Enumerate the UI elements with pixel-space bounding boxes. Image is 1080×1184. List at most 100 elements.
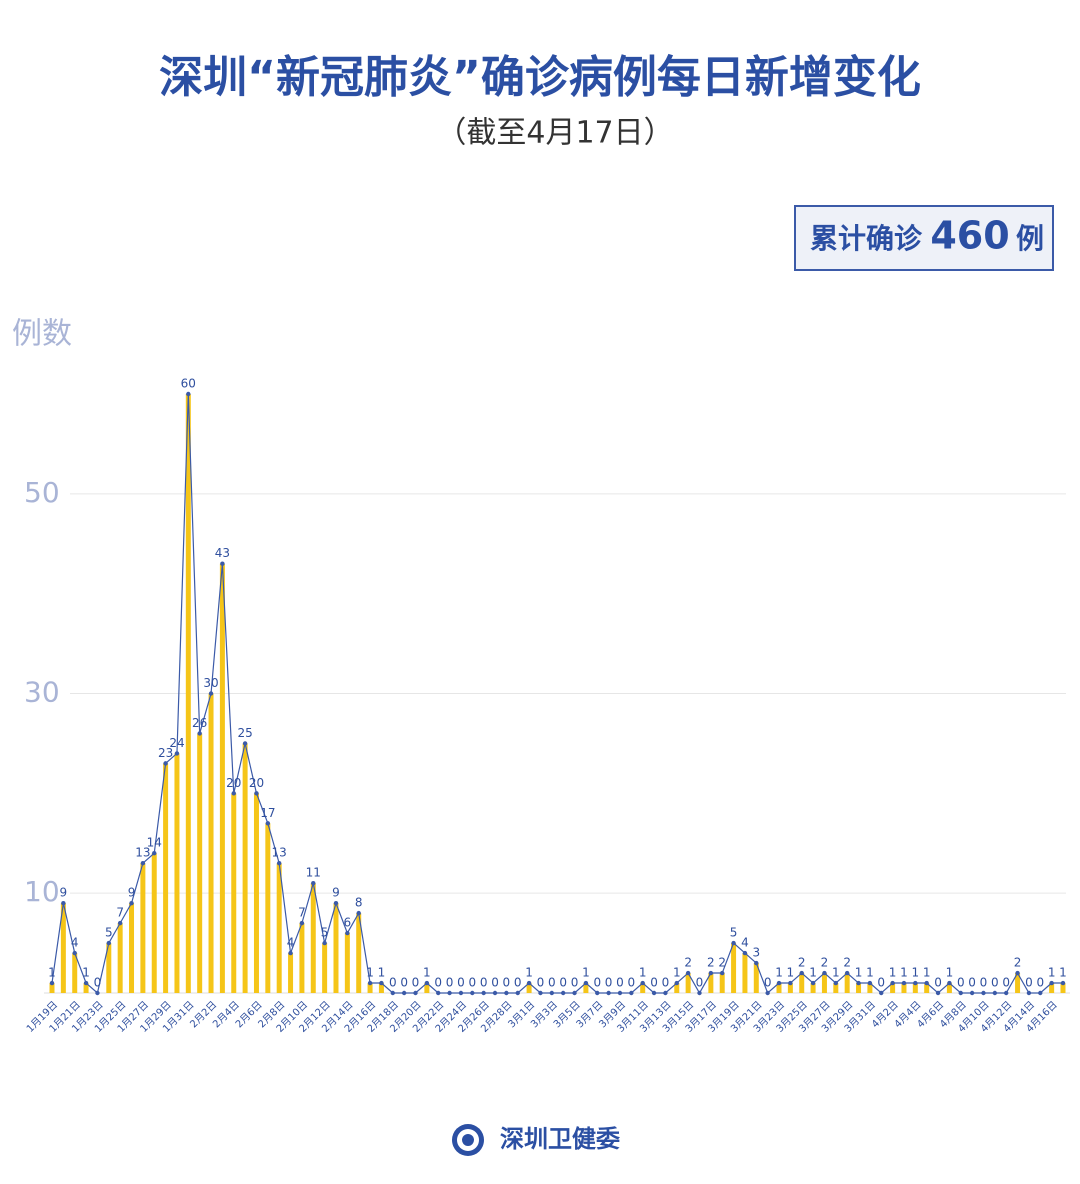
point xyxy=(333,900,339,906)
data-label: 1 xyxy=(525,966,533,980)
data-label: 1 xyxy=(900,966,908,980)
point xyxy=(345,930,350,936)
data-label: 1 xyxy=(787,966,795,980)
data-label: 0 xyxy=(991,976,999,990)
data-label: 2 xyxy=(821,956,829,970)
bar xyxy=(1015,973,1021,993)
bar xyxy=(674,983,680,993)
bar xyxy=(117,923,123,993)
bar xyxy=(276,863,282,993)
bar xyxy=(526,983,532,993)
bar xyxy=(356,913,362,993)
point xyxy=(276,861,282,866)
point xyxy=(754,960,759,966)
data-label: 1 xyxy=(809,966,817,980)
point xyxy=(981,990,986,996)
data-label: 0 xyxy=(412,976,420,990)
point xyxy=(1049,980,1054,986)
point xyxy=(583,980,589,986)
data-label: 3 xyxy=(752,946,760,960)
point xyxy=(117,920,123,926)
bar xyxy=(185,394,191,993)
data-label: 4 xyxy=(741,936,749,950)
point xyxy=(49,980,55,986)
data-label: 7 xyxy=(298,906,306,920)
summary-unit: 例 xyxy=(1016,222,1044,255)
point xyxy=(492,990,498,996)
bar xyxy=(1049,983,1055,993)
point xyxy=(992,990,998,996)
point xyxy=(129,900,134,906)
bar xyxy=(731,943,737,993)
data-label: 2 xyxy=(1014,956,1022,970)
data-label: 9 xyxy=(60,886,68,900)
data-label: 11 xyxy=(306,866,321,880)
bar xyxy=(787,983,793,993)
data-label: 9 xyxy=(128,886,136,900)
point xyxy=(663,990,668,996)
bar xyxy=(821,973,827,993)
bar xyxy=(140,863,146,993)
point xyxy=(742,950,748,956)
point xyxy=(890,980,895,986)
data-label: 30 xyxy=(203,676,218,690)
bar xyxy=(197,733,203,993)
point xyxy=(901,980,907,986)
bar xyxy=(265,823,271,993)
point xyxy=(231,791,236,796)
bar xyxy=(1060,983,1066,993)
point xyxy=(174,751,180,756)
bar xyxy=(719,973,725,993)
point xyxy=(197,731,202,736)
point xyxy=(969,990,975,996)
point xyxy=(515,990,520,996)
bar xyxy=(174,753,180,993)
footer: 深圳卫健委 xyxy=(500,1125,620,1153)
bar xyxy=(867,983,873,993)
point xyxy=(879,990,884,996)
logo-core xyxy=(462,1134,474,1146)
point xyxy=(674,980,679,986)
data-label: 0 xyxy=(1002,976,1010,990)
data-label: 0 xyxy=(548,976,556,990)
point xyxy=(356,910,361,916)
data-label: 1 xyxy=(582,966,590,980)
point xyxy=(322,940,327,946)
bar xyxy=(60,903,66,993)
point xyxy=(731,940,736,946)
data-label: 0 xyxy=(957,976,965,990)
data-label: 1 xyxy=(378,966,386,980)
bar xyxy=(640,983,646,993)
data-label: 0 xyxy=(980,976,988,990)
point xyxy=(413,990,418,996)
bar xyxy=(106,943,112,993)
data-label: 0 xyxy=(457,976,465,990)
bar xyxy=(424,983,430,993)
data-label: 1 xyxy=(775,966,783,980)
bar xyxy=(901,983,907,993)
bar xyxy=(219,563,225,993)
data-label: 26 xyxy=(192,716,207,730)
data-label: 0 xyxy=(389,976,397,990)
point xyxy=(1004,990,1009,996)
point xyxy=(288,950,293,956)
bar xyxy=(299,923,305,993)
bar xyxy=(344,933,350,993)
bar xyxy=(753,963,759,993)
point xyxy=(629,990,634,996)
data-label: 1 xyxy=(889,966,897,980)
point xyxy=(424,980,430,986)
data-label: 0 xyxy=(1025,976,1033,990)
data-label: 24 xyxy=(169,736,184,750)
bar xyxy=(924,983,930,993)
point xyxy=(935,990,941,996)
data-label: 20 xyxy=(226,776,241,790)
point xyxy=(504,990,509,996)
point xyxy=(1026,990,1032,996)
data-label: 17 xyxy=(260,806,275,820)
data-label: 0 xyxy=(650,976,658,990)
y-tick-label: 30 xyxy=(24,676,60,709)
point xyxy=(72,950,77,956)
bar xyxy=(333,903,339,993)
point xyxy=(560,990,566,996)
